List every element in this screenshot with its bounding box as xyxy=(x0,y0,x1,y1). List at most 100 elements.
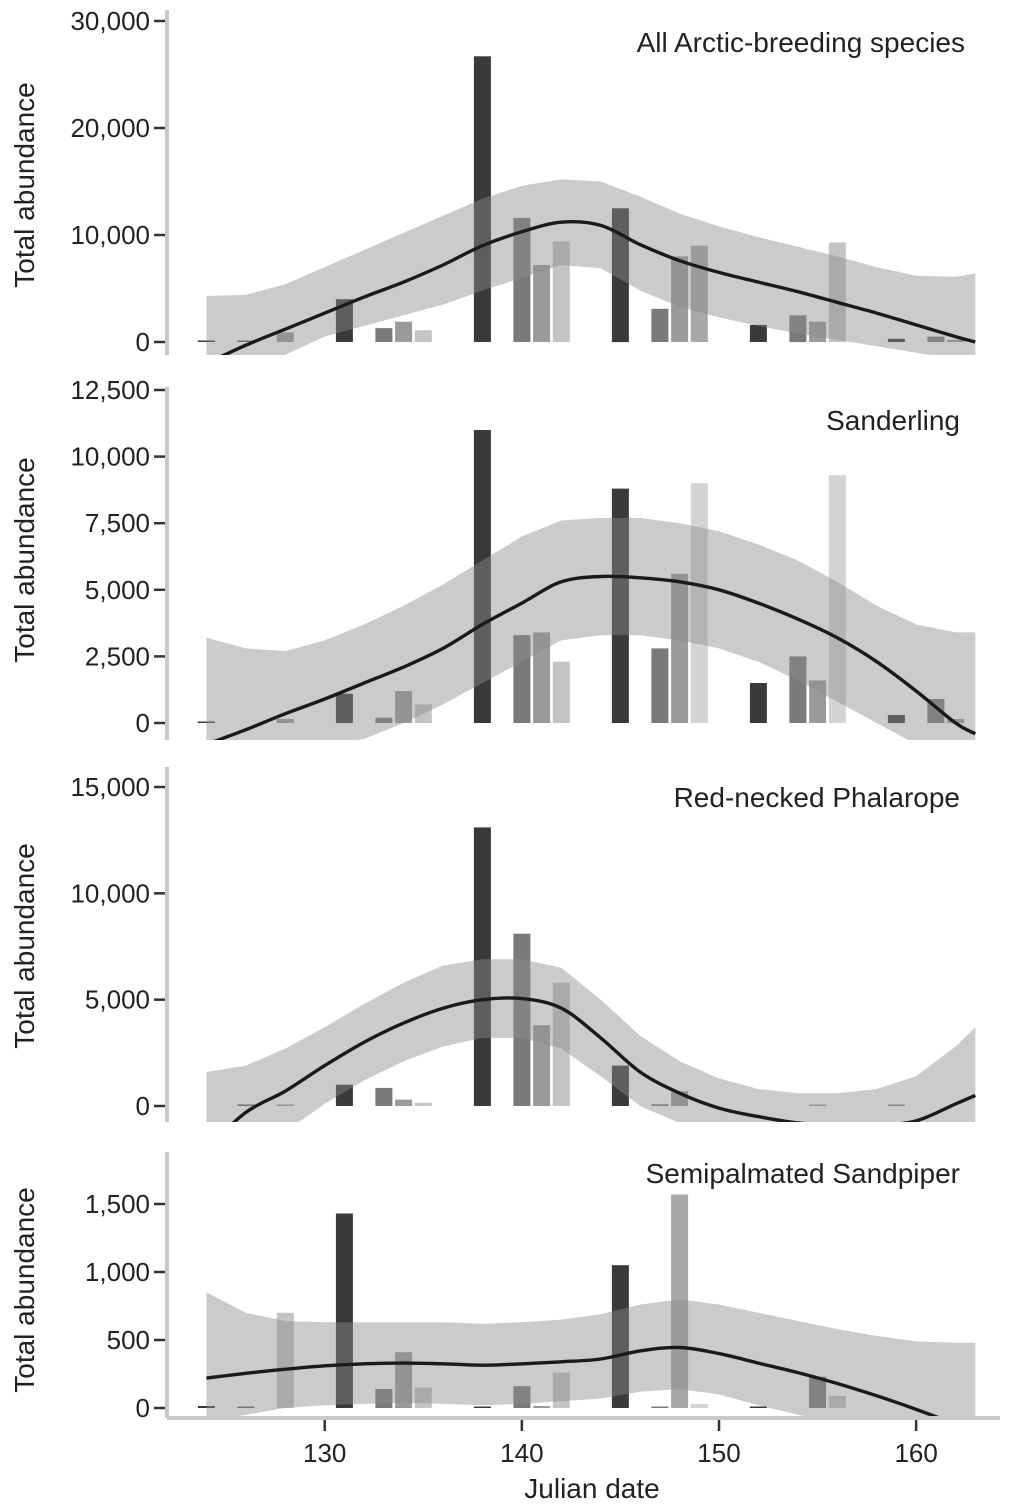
bar xyxy=(237,1406,255,1408)
bar xyxy=(611,208,629,343)
bar xyxy=(473,1406,491,1408)
smoothed-line xyxy=(220,220,976,355)
bar xyxy=(395,1099,413,1106)
y-axis-title: Total abundance xyxy=(9,457,40,663)
bar xyxy=(809,321,827,342)
y-tick-label: 7,500 xyxy=(85,508,150,538)
bar xyxy=(276,719,294,723)
bar xyxy=(414,330,432,342)
y-tick-label: 5,000 xyxy=(85,575,150,605)
bar xyxy=(651,648,669,723)
y-tick-label: 10,000 xyxy=(70,220,150,250)
bar xyxy=(887,1104,905,1106)
bar xyxy=(375,717,393,723)
bar xyxy=(335,1213,353,1408)
bar xyxy=(552,982,570,1106)
panel-all-arctic: 0 10,000 20,000 30,000 xyxy=(70,6,976,357)
y-tick-label: 30,000 xyxy=(70,6,150,36)
bar xyxy=(197,340,215,342)
y-tick-label: 10,000 xyxy=(70,442,150,472)
y-tick-label: 5,000 xyxy=(85,985,150,1015)
confidence-band xyxy=(206,517,976,740)
y-axis-title: Total abundance xyxy=(9,82,40,288)
bar xyxy=(414,1387,432,1408)
bar xyxy=(749,324,767,342)
bar xyxy=(533,1025,551,1106)
bar xyxy=(611,1265,629,1408)
bar xyxy=(809,680,827,723)
bar xyxy=(651,1406,669,1408)
bar xyxy=(789,656,807,723)
bar xyxy=(513,217,531,342)
bar xyxy=(809,1104,827,1106)
bar xyxy=(395,691,413,723)
y-tick-label: 0 xyxy=(136,1091,150,1121)
bar xyxy=(611,488,629,723)
panel-title: Red-necked Phalarope xyxy=(674,782,960,813)
bar xyxy=(552,1372,570,1408)
y-tick-label: 12,500 xyxy=(70,375,150,405)
confidence-band xyxy=(206,1292,976,1418)
bar xyxy=(237,340,255,342)
bar xyxy=(375,328,393,342)
y-tick-label: 0 xyxy=(136,1393,150,1423)
bar xyxy=(690,1403,708,1408)
x-tick-label: 150 xyxy=(697,1438,740,1468)
y-axis-title: Total abundance xyxy=(9,1187,40,1393)
panel-title: Sanderling xyxy=(826,405,960,436)
bar xyxy=(887,715,905,723)
y-axis-title: Total abundance xyxy=(9,843,40,1049)
bar xyxy=(414,704,432,723)
bar xyxy=(513,635,531,723)
smoothed-line xyxy=(213,574,977,740)
y-tick-label: 1,000 xyxy=(85,1257,150,1287)
confidence-band xyxy=(206,959,976,1122)
bar xyxy=(828,475,846,723)
bar xyxy=(671,573,689,723)
panel-red-necked-phalarope: 0 5,000 10,000 15,000 xyxy=(70,767,976,1122)
bar xyxy=(197,1406,215,1408)
y-tick-label: 15,000 xyxy=(70,772,150,802)
bar xyxy=(276,1104,294,1106)
bar xyxy=(651,308,669,342)
bar xyxy=(927,336,945,342)
panel-sanderling: 0 2,500 5,000 7,500 10,000 12,500 xyxy=(70,375,977,740)
bar xyxy=(375,1087,393,1106)
bar xyxy=(513,1386,531,1408)
bar xyxy=(690,483,708,723)
bar xyxy=(533,265,551,342)
bar xyxy=(533,632,551,723)
panel-title: Semipalmated Sandpiper xyxy=(646,1158,960,1189)
bar xyxy=(611,1065,629,1106)
bar xyxy=(789,315,807,343)
bar xyxy=(473,56,491,343)
bar xyxy=(375,1389,393,1408)
bar xyxy=(828,242,846,342)
bar xyxy=(533,1406,551,1408)
bar xyxy=(197,721,215,723)
bar xyxy=(276,332,294,342)
x-tick-label: 130 xyxy=(303,1438,346,1468)
plot-area xyxy=(197,430,977,740)
bar xyxy=(335,693,353,723)
x-axis-title: Julian date xyxy=(524,1473,659,1504)
bar xyxy=(887,338,905,342)
bar xyxy=(395,1352,413,1408)
panel-semipalmated-sandpiper: 0 500 1,000 1,500 130 140 150 160 xyxy=(85,1152,1000,1468)
bar xyxy=(947,339,965,342)
plot-area xyxy=(206,827,976,1122)
panel-title: All Arctic-breeding species xyxy=(637,27,965,58)
y-tick-label: 10,000 xyxy=(70,878,150,908)
bar xyxy=(335,299,353,342)
plot-area xyxy=(197,56,976,355)
bar xyxy=(749,683,767,723)
bar xyxy=(414,1102,432,1106)
bar xyxy=(552,241,570,342)
bar xyxy=(651,1104,669,1106)
bar xyxy=(671,256,689,342)
smoothed-line xyxy=(231,996,976,1122)
y-tick-label: 2,500 xyxy=(85,641,150,671)
plot-area xyxy=(197,1194,976,1418)
